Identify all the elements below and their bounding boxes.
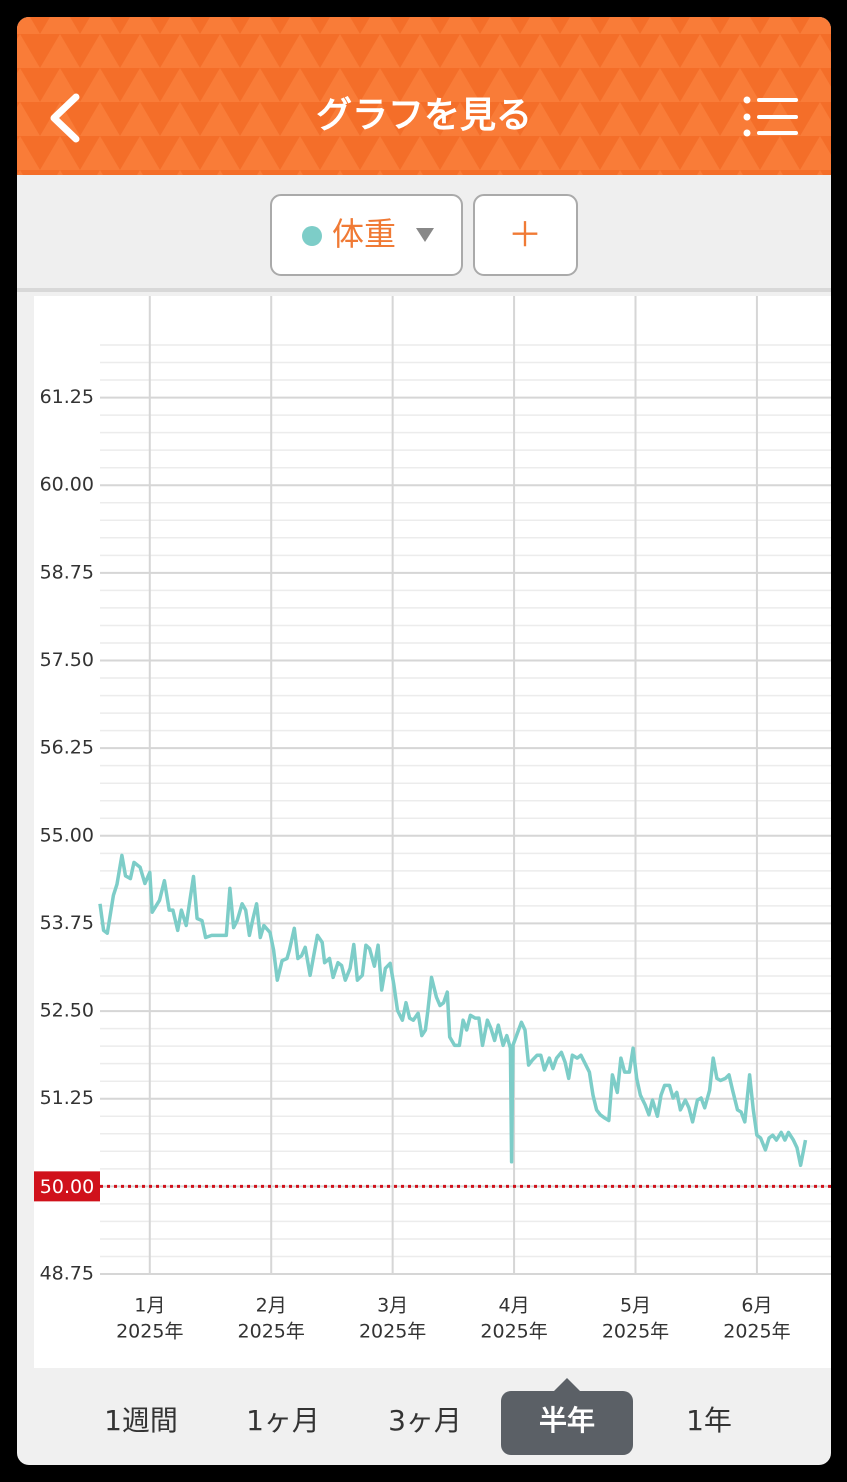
y-tick-label: 58.75 xyxy=(40,561,94,583)
x-tick-year: 2025年 xyxy=(359,1321,426,1343)
x-tick-label: 4月 xyxy=(499,1295,530,1317)
page-title: グラフを見る xyxy=(316,95,532,136)
x-tick-year: 2025年 xyxy=(602,1321,669,1343)
period-tab[interactable]: 1ヶ月 xyxy=(246,1404,320,1437)
period-tabs: 1週間 1ヶ月 3ヶ月 半年 1年 xyxy=(104,1378,732,1455)
x-tick-label: 2月 xyxy=(256,1295,287,1317)
chart-area xyxy=(34,296,831,1368)
chart: 48.75 50.00 51.25 52.50 53.75 55.00 56.25 57.50… xyxy=(34,296,831,1343)
target-label: 50.00 xyxy=(40,1176,94,1198)
selected-tab-bg xyxy=(501,1391,633,1455)
x-tick-label: 3月 xyxy=(377,1295,408,1317)
x-tick-label: 5月 xyxy=(620,1295,651,1317)
menu-button[interactable] xyxy=(743,96,799,137)
period-tab[interactable]: 半年 xyxy=(539,1404,595,1437)
data-line xyxy=(98,853,808,1168)
toolbar-shadow xyxy=(17,288,831,292)
y-tick-label: 52.50 xyxy=(40,1000,94,1022)
y-tick-label: 53.75 xyxy=(40,912,94,934)
y-tick-label: 57.50 xyxy=(40,649,94,671)
dropdown-arrow xyxy=(416,228,434,242)
metric-dot xyxy=(302,226,322,246)
target-label-bg xyxy=(34,1171,100,1202)
metric-select[interactable] xyxy=(270,194,463,276)
y-tick-label: 56.25 xyxy=(40,737,94,759)
period-tab[interactable]: 1週間 xyxy=(104,1404,178,1437)
period-tab[interactable]: 1年 xyxy=(686,1404,732,1437)
x-tick-label: 1月 xyxy=(134,1295,165,1317)
y-tick-label: 55.00 xyxy=(40,824,94,846)
metric-label: 体重 xyxy=(332,215,396,253)
back-button[interactable] xyxy=(50,93,80,143)
y-tick-label: 61.25 xyxy=(40,386,94,408)
y-tick-label: 48.75 xyxy=(40,1263,94,1285)
x-tick-label: 6月 xyxy=(741,1295,772,1317)
y-tick-label: 60.00 xyxy=(40,474,94,496)
selected-tab-caret xyxy=(553,1378,581,1392)
x-tick-year: 2025年 xyxy=(480,1321,547,1343)
add-label: ＋ xyxy=(508,216,542,256)
x-tick-year: 2025年 xyxy=(116,1321,183,1343)
add-button[interactable] xyxy=(473,194,578,276)
y-tick-label: 51.25 xyxy=(40,1087,94,1109)
header-pattern xyxy=(17,17,831,175)
x-tick-year: 2025年 xyxy=(238,1321,305,1343)
period-tab[interactable]: 3ヶ月 xyxy=(388,1404,462,1437)
x-tick-year: 2025年 xyxy=(723,1321,790,1343)
